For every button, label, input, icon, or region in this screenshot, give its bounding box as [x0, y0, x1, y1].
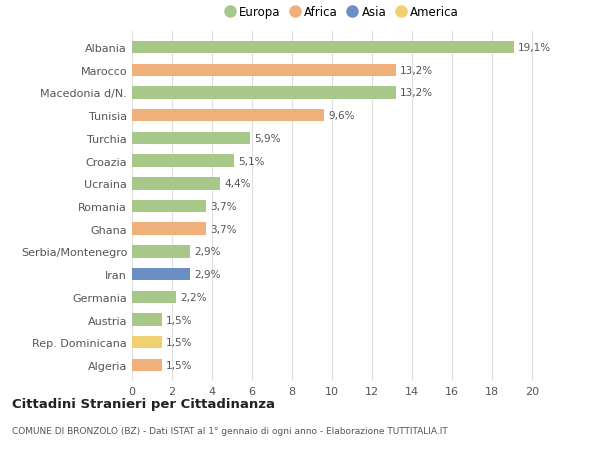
Text: 9,6%: 9,6%: [328, 111, 355, 121]
Text: 2,2%: 2,2%: [180, 292, 206, 302]
Bar: [132, 110, 324, 122]
Text: 5,9%: 5,9%: [254, 134, 281, 144]
Bar: [132, 178, 220, 190]
Text: 2,9%: 2,9%: [194, 247, 221, 257]
Text: 5,1%: 5,1%: [238, 156, 265, 166]
Text: 19,1%: 19,1%: [518, 43, 551, 53]
Text: 3,7%: 3,7%: [210, 224, 236, 234]
Bar: [132, 87, 396, 100]
Legend: Europa, Africa, Asia, America: Europa, Africa, Asia, America: [225, 6, 459, 19]
Bar: [132, 42, 514, 54]
Text: 13,2%: 13,2%: [400, 88, 433, 98]
Text: 4,4%: 4,4%: [224, 179, 251, 189]
Bar: [132, 268, 190, 281]
Bar: [132, 155, 234, 168]
Bar: [132, 336, 162, 349]
Text: 3,7%: 3,7%: [210, 202, 236, 212]
Bar: [132, 132, 250, 145]
Text: 13,2%: 13,2%: [400, 66, 433, 76]
Bar: [132, 246, 190, 258]
Text: 1,5%: 1,5%: [166, 337, 193, 347]
Text: 2,9%: 2,9%: [194, 269, 221, 280]
Bar: [132, 359, 162, 371]
Text: Cittadini Stranieri per Cittadinanza: Cittadini Stranieri per Cittadinanza: [12, 397, 275, 410]
Text: COMUNE DI BRONZOLO (BZ) - Dati ISTAT al 1° gennaio di ogni anno - Elaborazione T: COMUNE DI BRONZOLO (BZ) - Dati ISTAT al …: [12, 426, 448, 435]
Bar: [132, 313, 162, 326]
Text: 1,5%: 1,5%: [166, 360, 193, 370]
Bar: [132, 291, 176, 303]
Bar: [132, 200, 206, 213]
Bar: [132, 223, 206, 235]
Text: 1,5%: 1,5%: [166, 315, 193, 325]
Bar: [132, 64, 396, 77]
